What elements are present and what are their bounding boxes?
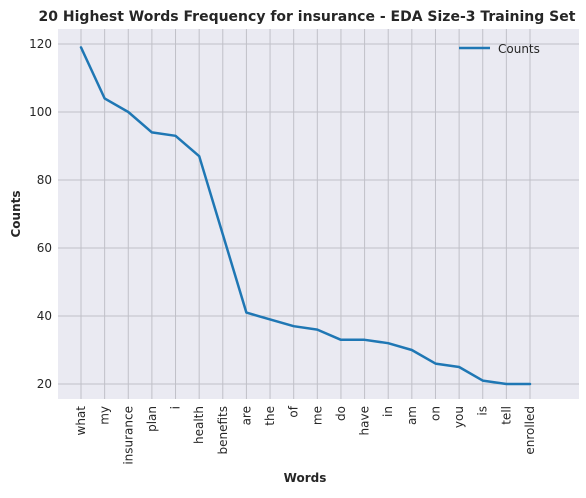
x-tick-label: tell bbox=[499, 406, 513, 425]
x-tick-label: have bbox=[358, 406, 372, 435]
x-axis-label: Words bbox=[284, 471, 327, 485]
legend: Counts bbox=[459, 42, 540, 56]
x-tick-label: do bbox=[334, 406, 348, 421]
y-tick-label: 80 bbox=[37, 173, 52, 187]
x-tick-label: me bbox=[310, 406, 324, 425]
x-tick-label: benefits bbox=[216, 406, 230, 455]
x-tick-label: what bbox=[74, 406, 88, 436]
x-tick-label: is bbox=[476, 406, 490, 416]
x-tick-label: are bbox=[239, 406, 253, 425]
x-tick-label: plan bbox=[145, 406, 159, 432]
x-tick-label: on bbox=[428, 406, 442, 421]
x-tick-label: the bbox=[263, 406, 277, 426]
y-axis-label: Counts bbox=[9, 190, 23, 237]
y-tick-label: 20 bbox=[37, 377, 52, 391]
y-tick-label: 40 bbox=[37, 309, 52, 323]
series-line-counts bbox=[79, 46, 532, 386]
tick-labels: 20 40 60 80 100 120 what my insurance plan i health… bbox=[29, 37, 537, 465]
x-tick-label: insurance bbox=[121, 406, 135, 465]
x-tick-label: you bbox=[452, 406, 466, 428]
x-tick-label: am bbox=[405, 406, 419, 425]
series-layer bbox=[79, 46, 532, 386]
x-tick-label: of bbox=[287, 405, 301, 417]
x-tick-label: i bbox=[169, 406, 183, 409]
y-tick-label: 60 bbox=[37, 241, 52, 255]
legend-label: Counts bbox=[498, 42, 540, 56]
grid-lines bbox=[58, 29, 579, 399]
x-tick-label: my bbox=[98, 406, 112, 425]
chart-title: 20 Highest Words Frequency for insurance… bbox=[39, 9, 576, 25]
y-tick-label: 120 bbox=[29, 37, 52, 51]
y-tick-label: 100 bbox=[29, 105, 52, 119]
x-tick-label: enrolled bbox=[523, 406, 537, 455]
x-tick-label: in bbox=[381, 406, 395, 417]
x-tick-label: health bbox=[192, 406, 206, 444]
plot-area bbox=[58, 29, 579, 399]
